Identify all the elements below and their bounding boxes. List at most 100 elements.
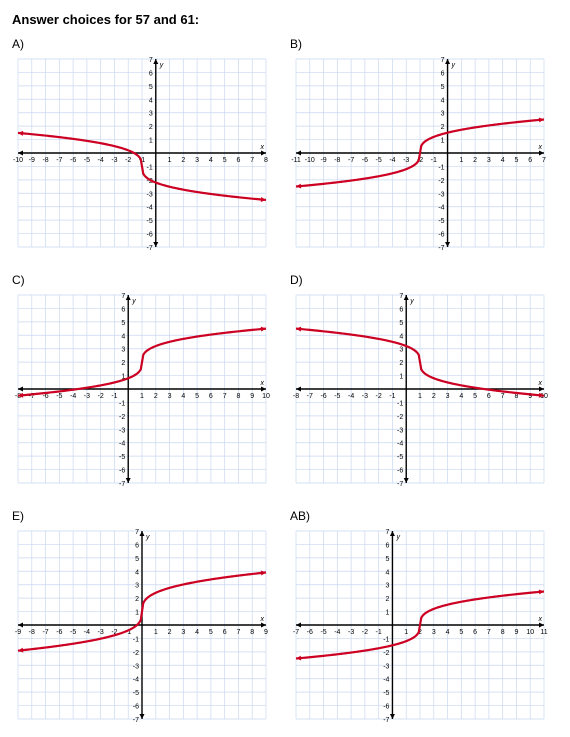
svg-text:-3: -3 [119, 427, 125, 434]
svg-text:7: 7 [399, 293, 403, 300]
svg-text:y: y [159, 62, 164, 69]
svg-text:-8: -8 [334, 157, 340, 164]
chart-cell: A)xy-10-9-8-7-6-5-4-3-2-112345678-7-6-5-… [12, 37, 280, 253]
svg-text:-5: -5 [320, 629, 326, 636]
svg-text:4: 4 [121, 333, 125, 340]
svg-text:3: 3 [121, 347, 125, 354]
svg-text:6: 6 [209, 393, 213, 400]
svg-text:9: 9 [514, 629, 518, 636]
svg-text:6: 6 [386, 542, 390, 549]
svg-text:7: 7 [542, 157, 546, 164]
svg-text:3: 3 [181, 629, 185, 636]
svg-text:-2: -2 [362, 629, 368, 636]
svg-text:5: 5 [441, 84, 445, 91]
svg-text:-2: -2 [119, 414, 125, 421]
svg-text:2: 2 [473, 157, 477, 164]
svg-text:-5: -5 [376, 157, 382, 164]
chart-cell: D)xy-8-7-6-5-4-3-2-112345678910-7-6-5-4-… [290, 273, 558, 489]
svg-text:-3: -3 [147, 191, 153, 198]
svg-text:-2: -2 [376, 393, 382, 400]
svg-text:-4: -4 [389, 157, 395, 164]
svg-text:2: 2 [181, 157, 185, 164]
svg-text:-10: -10 [13, 157, 23, 164]
svg-text:-3: -3 [348, 629, 354, 636]
svg-text:5: 5 [399, 320, 403, 327]
svg-text:-2: -2 [383, 650, 389, 657]
svg-text:x: x [260, 144, 265, 151]
svg-text:5: 5 [514, 157, 518, 164]
svg-text:1: 1 [404, 629, 408, 636]
svg-text:-1: -1 [119, 400, 125, 407]
svg-text:4: 4 [459, 393, 463, 400]
svg-text:7: 7 [441, 57, 445, 64]
svg-text:-5: -5 [70, 629, 76, 636]
svg-text:-4: -4 [70, 393, 76, 400]
svg-text:5: 5 [135, 556, 139, 563]
svg-text:7: 7 [236, 629, 240, 636]
svg-text:7: 7 [135, 529, 139, 536]
svg-text:2: 2 [432, 393, 436, 400]
svg-text:7: 7 [487, 629, 491, 636]
svg-text:2: 2 [386, 596, 390, 603]
svg-text:-3: -3 [111, 157, 117, 164]
svg-text:x: x [538, 144, 543, 151]
svg-text:-5: -5 [133, 690, 139, 697]
svg-text:-4: -4 [438, 205, 444, 212]
svg-text:3: 3 [446, 393, 450, 400]
svg-text:-7: -7 [348, 157, 354, 164]
svg-text:y: y [145, 534, 150, 541]
svg-text:y: y [395, 534, 400, 541]
svg-text:8: 8 [250, 629, 254, 636]
charts-grid: A)xy-10-9-8-7-6-5-4-3-2-112345678-7-6-5-… [12, 37, 558, 725]
svg-text:-3: -3 [84, 393, 90, 400]
svg-text:-6: -6 [383, 704, 389, 711]
svg-text:1: 1 [441, 138, 445, 145]
svg-text:-7: -7 [147, 245, 153, 252]
svg-text:-5: -5 [56, 393, 62, 400]
svg-text:x: x [260, 616, 265, 623]
svg-text:-3: -3 [438, 191, 444, 198]
svg-text:-3: -3 [362, 393, 368, 400]
svg-text:-9: -9 [29, 157, 35, 164]
svg-text:1: 1 [399, 374, 403, 381]
svg-text:4: 4 [386, 569, 390, 576]
svg-text:-11: -11 [291, 157, 301, 164]
svg-text:3: 3 [432, 629, 436, 636]
chart-svg: xy-7-6-5-4-3-2-11234567891011-7-6-5-4-3-… [290, 525, 550, 725]
svg-text:2: 2 [441, 124, 445, 131]
svg-text:1: 1 [386, 610, 390, 617]
svg-text:2: 2 [149, 124, 153, 131]
svg-text:1: 1 [168, 157, 172, 164]
svg-text:7: 7 [121, 293, 125, 300]
svg-text:9: 9 [264, 629, 268, 636]
svg-text:-9: -9 [320, 157, 326, 164]
svg-text:5: 5 [386, 556, 390, 563]
svg-text:2: 2 [168, 629, 172, 636]
svg-text:-8: -8 [42, 157, 48, 164]
chart-svg: xy-8-7-6-5-4-3-2-112345678910-7-6-5-4-3-… [12, 289, 272, 489]
svg-text:4: 4 [149, 97, 153, 104]
svg-text:-6: -6 [147, 232, 153, 239]
chart-cell: C)xy-8-7-6-5-4-3-2-112345678910-7-6-5-4-… [12, 273, 280, 489]
svg-text:7: 7 [149, 57, 153, 64]
svg-text:-2: -2 [438, 178, 444, 185]
svg-text:4: 4 [399, 333, 403, 340]
svg-text:-4: -4 [397, 441, 403, 448]
svg-text:-4: -4 [383, 677, 389, 684]
svg-text:8: 8 [264, 157, 268, 164]
svg-text:1: 1 [154, 629, 158, 636]
svg-text:-8: -8 [29, 629, 35, 636]
svg-text:3: 3 [195, 157, 199, 164]
svg-text:10: 10 [526, 629, 534, 636]
svg-text:-5: -5 [438, 218, 444, 225]
svg-text:-1: -1 [389, 393, 395, 400]
svg-text:3: 3 [135, 583, 139, 590]
svg-text:-6: -6 [362, 157, 368, 164]
svg-text:3: 3 [441, 111, 445, 118]
svg-text:y: y [131, 298, 136, 305]
svg-text:5: 5 [209, 629, 213, 636]
svg-text:x: x [538, 616, 543, 623]
svg-text:6: 6 [399, 306, 403, 313]
svg-text:6: 6 [135, 542, 139, 549]
chart-cell: E)xy-9-8-7-6-5-4-3-2-1123456789-7-6-5-4-… [12, 509, 280, 725]
